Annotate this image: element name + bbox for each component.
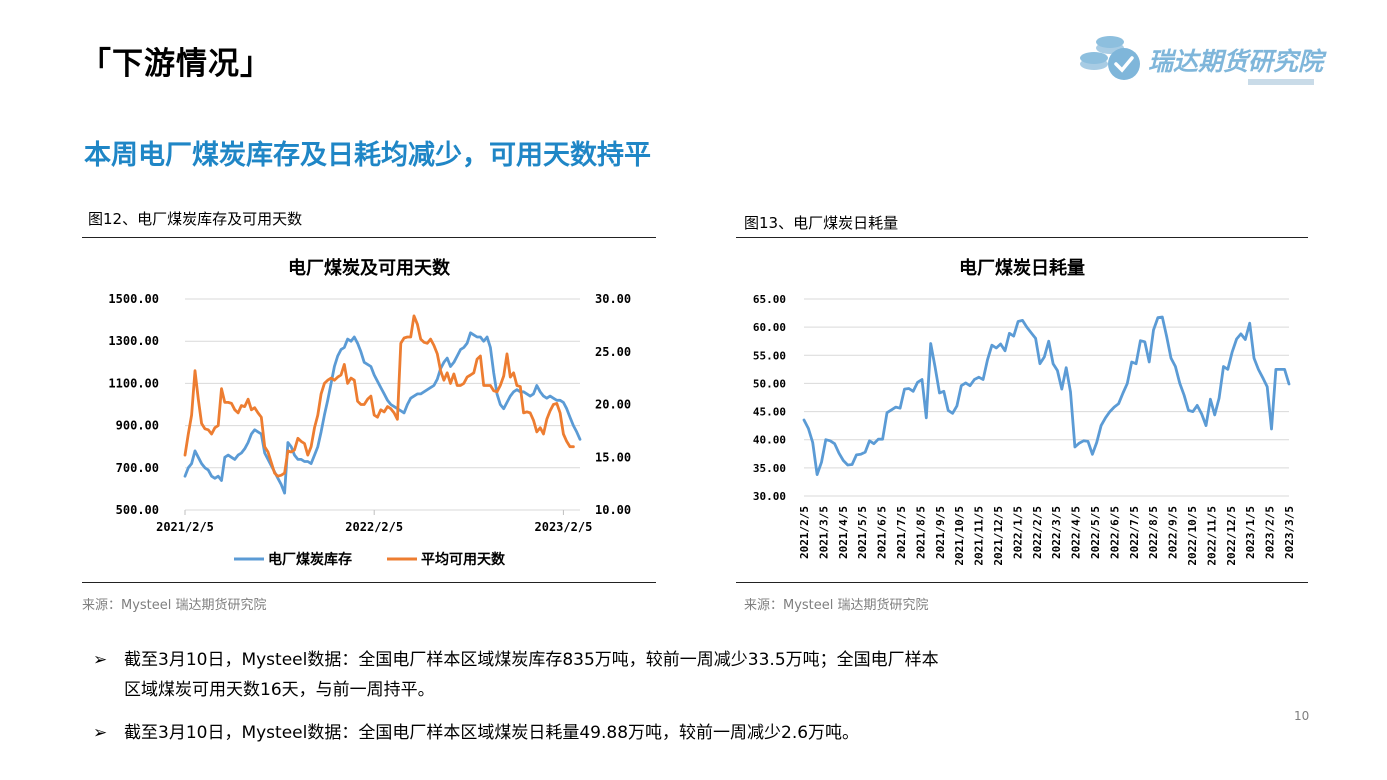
y-right-tick-label: 20.00 xyxy=(595,398,631,412)
x-tick-label: 2022/9/5 xyxy=(1167,506,1180,559)
bullet-2: ➢ 截至3月10日，Mysteel数据：全国电厂样本区域煤炭日耗量49.88万吨… xyxy=(93,718,1193,748)
figure-12-caption: 图12、电厂煤炭库存及可用天数 xyxy=(88,210,303,228)
x-tick-label: 2021/5/5 xyxy=(856,506,869,559)
figure-13-source: 来源：Mysteel 瑞达期货研究院 xyxy=(744,598,929,613)
y-tick-label: 40.00 xyxy=(753,434,786,447)
bullet-arrow-icon: ➢ xyxy=(93,650,108,670)
y-left-tick-label: 900.00 xyxy=(116,419,159,433)
y-tick-label: 45.00 xyxy=(753,406,786,419)
y-tick-label: 55.00 xyxy=(753,349,786,362)
y-tick-label: 30.00 xyxy=(753,490,786,503)
x-tick-label: 2021/7/5 xyxy=(895,506,908,559)
x-tick-label: 2022/2/5 xyxy=(345,520,403,534)
x-tick-label: 2022/10/5 xyxy=(1186,506,1199,566)
series-line-2 xyxy=(183,314,575,478)
x-tick-label: 2021/11/5 xyxy=(973,506,986,566)
logo-underline xyxy=(1248,79,1314,85)
chart-1-title: 电厂煤炭及可用天数 xyxy=(288,258,450,279)
x-tick-label: 2023/2/5 xyxy=(1264,506,1277,559)
figure-12-source: 来源：Mysteel 瑞达期货研究院 xyxy=(82,598,267,613)
coins-logo-icon xyxy=(1080,36,1140,80)
x-tick-label: 2022/6/5 xyxy=(1108,506,1121,559)
figure-13-bottom-rule xyxy=(736,582,1308,583)
logo-text: 瑞达期货研究院 xyxy=(1148,47,1324,76)
headline: 本周电厂煤炭库存及日耗均减少，可用天数持平 xyxy=(84,140,651,171)
x-tick-label: 2022/3/5 xyxy=(1050,506,1063,559)
x-tick-label: 2021/2/5 xyxy=(798,506,811,559)
x-tick-label: 2022/1/5 xyxy=(1011,506,1024,559)
x-tick-label: 2021/12/5 xyxy=(992,506,1005,566)
x-tick-label: 2022/7/5 xyxy=(1128,506,1141,559)
y-tick-label: 35.00 xyxy=(753,462,786,475)
y-tick-label: 65.00 xyxy=(753,293,786,306)
page-number: 10 xyxy=(1294,709,1310,723)
bullet-1: ➢ 截至3月10日，Mysteel数据：全国电厂样本区域煤炭库存835万吨，较前… xyxy=(93,645,1193,705)
series-line-1 xyxy=(183,331,582,495)
y-tick-label: 50.00 xyxy=(753,377,786,390)
x-tick-label: 2022/5/5 xyxy=(1089,506,1102,559)
chart-1-svg: 500.00 700.00 900.00 1100.00 1300.00 1500.00 1… xyxy=(108,292,631,568)
figure-12-top-rule xyxy=(82,237,656,238)
y-tick-label: 60.00 xyxy=(753,321,786,334)
y-right-tick-label: 25.00 xyxy=(595,345,631,359)
bullet-2-line-1: 截至3月10日，Mysteel数据：全国电厂样本区域煤炭日耗量49.88万吨，较… xyxy=(124,723,860,743)
x-tick-label: 2021/3/5 xyxy=(817,506,830,559)
x-tick-label: 2022/4/5 xyxy=(1070,506,1083,559)
y-left-tick-label: 1500.00 xyxy=(108,292,159,306)
x-tick-label: 2022/2/5 xyxy=(1031,506,1044,559)
x-tick-label: 2023/3/5 xyxy=(1283,506,1296,559)
x-tick-label: 2022/11/5 xyxy=(1205,506,1218,566)
figure-12-bottom-rule xyxy=(82,582,656,583)
chart-2-svg: 30.00 35.00 40.00 45.00 50.00 55.00 60.00 65.00… xyxy=(753,293,1296,566)
y-left-tick-label: 1100.00 xyxy=(108,376,159,390)
x-tick-label: 2021/4/5 xyxy=(837,506,850,559)
figure-13-top-rule xyxy=(736,237,1308,238)
chart-2-title: 电厂煤炭日耗量 xyxy=(959,258,1085,279)
company-logo: 瑞达期货研究院 xyxy=(1076,28,1323,88)
x-tick-label: 2023/2/5 xyxy=(535,520,593,534)
y-right-tick-label: 30.00 xyxy=(595,292,631,306)
x-tick-label: 2022/12/5 xyxy=(1225,506,1238,566)
x-tick-label: 2021/10/5 xyxy=(953,506,966,566)
figure-13-caption: 图13、电厂煤炭日耗量 xyxy=(744,214,899,232)
x-tick-label: 2021/6/5 xyxy=(876,506,889,559)
x-tick-label: 2021/2/5 xyxy=(156,520,214,534)
section-title: 「下游情况」 xyxy=(80,46,272,82)
x-tick-label: 2021/8/5 xyxy=(914,506,927,559)
legend-label-2: 平均可用天数 xyxy=(421,551,506,568)
series-line-1 xyxy=(802,315,1291,477)
y-right-tick-label: 10.00 xyxy=(595,503,631,517)
y-left-tick-label: 500.00 xyxy=(116,503,159,517)
bullet-1-line-2: 区域煤炭可用天数16天，与前一周持平。 xyxy=(124,680,435,700)
bullet-1-line-1: 截至3月10日，Mysteel数据：全国电厂样本区域煤炭库存835万吨，较前一周… xyxy=(124,650,939,670)
bullet-arrow-icon: ➢ xyxy=(93,723,108,743)
y-left-tick-label: 1300.00 xyxy=(108,334,159,348)
y-right-tick-label: 15.00 xyxy=(595,450,631,464)
x-tick-label: 2022/8/5 xyxy=(1147,506,1160,559)
legend-label-1: 电厂煤炭库存 xyxy=(268,551,352,568)
x-tick-label: 2021/9/5 xyxy=(934,506,947,559)
y-left-tick-label: 700.00 xyxy=(116,461,159,475)
x-tick-label: 2023/1/5 xyxy=(1244,506,1257,559)
